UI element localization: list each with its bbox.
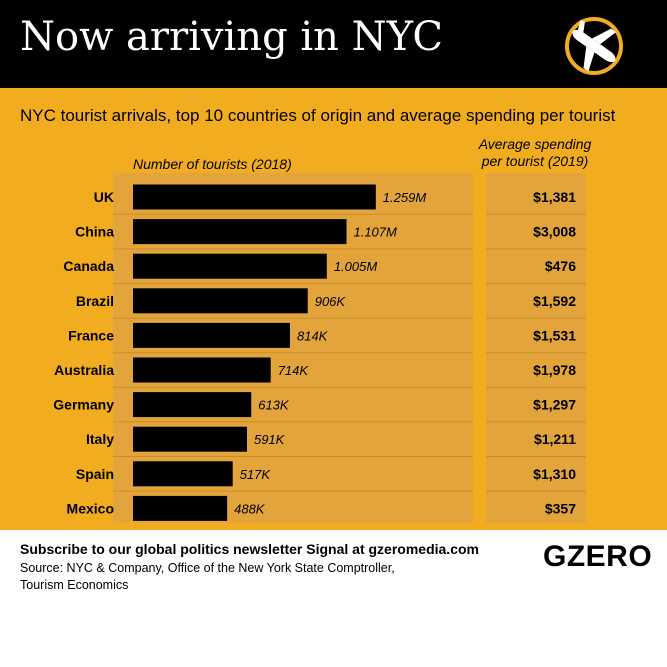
spending-value: $1,310 xyxy=(533,466,576,482)
bar-value-label: 517K xyxy=(240,467,272,482)
bar-value-label: 1.259M xyxy=(383,190,427,205)
bar xyxy=(133,357,271,383)
category-label: Canada xyxy=(63,258,114,274)
bar-value-label: 906K xyxy=(315,294,347,309)
spending-panel xyxy=(486,173,586,523)
header-bar: Now arriving in NYC xyxy=(0,0,667,88)
bar-value-label: 714K xyxy=(278,363,310,378)
brand-logo: GZERO xyxy=(543,540,653,573)
spending-value: $1,978 xyxy=(533,362,576,378)
page-title: Now arriving in NYC xyxy=(20,14,443,60)
bar xyxy=(133,392,252,418)
spending-column-header: Average spending per tourist (2019) xyxy=(478,136,592,169)
bar-value-label: 613K xyxy=(258,398,290,413)
bar xyxy=(133,253,327,279)
spending-value: $357 xyxy=(545,500,576,516)
bar xyxy=(133,461,233,487)
spending-value: $1,297 xyxy=(533,397,576,413)
category-label: Australia xyxy=(54,362,114,378)
spending-value: $3,008 xyxy=(533,224,576,240)
spending-value: $476 xyxy=(545,258,576,274)
bar-chart: UK 1.259M $1,381 China 1.107M $3,008 Canada 1.0… xyxy=(53,184,586,521)
bar-value-label: 1.107M xyxy=(353,225,397,240)
bar-value-label: 1.005M xyxy=(334,259,378,274)
bar-value-label: 814K xyxy=(297,328,329,343)
category-label: UK xyxy=(94,189,114,205)
airplane-landing-icon xyxy=(565,17,623,75)
category-label: Germany xyxy=(53,397,114,413)
source-text: Source: NYC & Company, Office of the New… xyxy=(20,561,395,592)
bar xyxy=(133,322,290,348)
category-label: China xyxy=(75,224,114,240)
bar-value-label: 591K xyxy=(254,432,286,447)
spending-value: $1,381 xyxy=(533,189,576,205)
category-label: Mexico xyxy=(67,500,114,516)
bar xyxy=(133,219,347,245)
spending-value: $1,592 xyxy=(533,293,576,309)
spending-value: $1,211 xyxy=(534,431,576,447)
bar xyxy=(133,184,376,210)
category-label: Spain xyxy=(76,466,114,482)
chart-subtitle: NYC tourist arrivals, top 10 countries o… xyxy=(20,106,616,125)
category-label: Italy xyxy=(86,431,114,447)
bar xyxy=(133,495,228,521)
newsletter-text: Subscribe to our global politics newslet… xyxy=(20,541,479,557)
spending-value: $1,531 xyxy=(533,327,576,343)
bar-value-label: 488K xyxy=(234,501,266,516)
bar xyxy=(133,426,247,452)
category-label: Brazil xyxy=(76,293,114,309)
x-axis-label: Number of tourists (2018) xyxy=(133,156,292,172)
category-label: France xyxy=(68,327,114,343)
bar xyxy=(133,288,308,314)
